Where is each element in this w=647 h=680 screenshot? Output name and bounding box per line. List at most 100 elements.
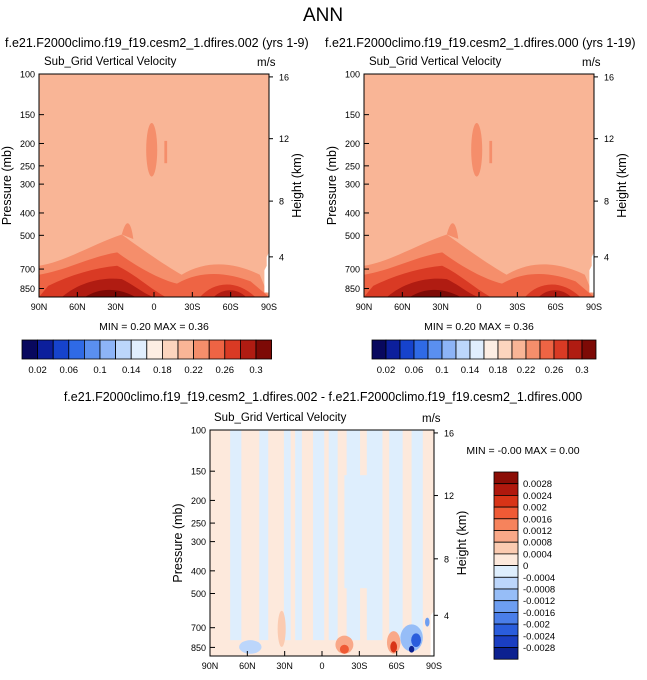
ytick-label: 100 xyxy=(191,426,206,436)
colorbar-left: 0.02 0.06 0.1 0.14 0.18 0.22 0.26 0.3 xyxy=(21,339,273,376)
xtick-label: 60N xyxy=(394,302,411,312)
colorbar-swatch xyxy=(493,553,519,567)
field-contour-3 xyxy=(62,278,154,297)
ytick-label: 150 xyxy=(345,110,360,120)
y2-axis-label: Height (km) xyxy=(615,153,629,218)
colorbar-swatch xyxy=(567,339,583,360)
colorbar-label: 0.14 xyxy=(122,365,141,376)
colorbar-label: 0 xyxy=(523,561,528,572)
ytick-label: 850 xyxy=(191,643,206,653)
field-neg-4 xyxy=(408,645,415,653)
colorbar-label: 0.22 xyxy=(517,365,536,376)
field-plume-low xyxy=(446,223,459,240)
min-max-stats: MIN = 0.20 MAX = 0.36 xyxy=(99,321,209,333)
xtick-label: 0 xyxy=(476,302,481,312)
field-streak-9 xyxy=(411,430,423,641)
ytick-label: 400 xyxy=(191,566,206,576)
xtick-label: 60S xyxy=(389,661,405,671)
ytick-label: 200 xyxy=(191,496,206,506)
colorbar-label: -0.0028 xyxy=(523,643,555,654)
colorbar-swatch xyxy=(130,339,148,360)
colorbar-swatch xyxy=(177,339,195,360)
colorbar-label: 0.0028 xyxy=(523,479,552,490)
colorbar-label: 0.0008 xyxy=(523,538,552,549)
ytick-label: 700 xyxy=(20,265,35,275)
colorbar-difference: 0.00280.00240.0020.00160.00120.00080.000… xyxy=(493,471,555,660)
colorbar-swatch xyxy=(493,518,519,531)
xtick-label: 30S xyxy=(184,302,200,312)
xtick-label: 90N xyxy=(356,302,373,312)
field-pos-3 xyxy=(339,644,349,654)
colorbar-label: 0.3 xyxy=(575,365,588,376)
colorbar-swatch xyxy=(224,339,241,360)
panel-title: f.e21.F2000climo.f19_f19.cesm2_1.dfires.… xyxy=(325,36,636,50)
xtick-label: 90S xyxy=(586,302,602,312)
colorbar-label: 0.002 xyxy=(523,503,547,514)
panel-subtitle: Sub_Grid Vertical Velocity xyxy=(214,412,347,424)
field-contour-6 xyxy=(213,290,246,297)
colorbar-swatch xyxy=(493,506,519,520)
ytick-label: 500 xyxy=(20,231,35,241)
y2tick-label: 8 xyxy=(444,554,449,564)
panel-subtitle: Sub_Grid Vertical Velocity xyxy=(44,56,177,68)
colorbar-label: 0.0024 xyxy=(523,491,552,502)
colorbar-label: 0.26 xyxy=(545,365,564,376)
colorbar-swatch xyxy=(493,588,519,602)
y2tick-label: 16 xyxy=(279,72,289,82)
colorbar-swatch xyxy=(493,647,519,660)
colorbar-swatch xyxy=(525,339,541,360)
colorbar-swatch xyxy=(208,339,226,360)
xtick-label: 90N xyxy=(202,661,219,671)
ytick-label: 700 xyxy=(345,265,360,275)
field-plume-thin xyxy=(164,140,168,164)
colorbar-swatch xyxy=(52,339,70,360)
units-label: m/s xyxy=(422,413,441,425)
ytick-label: 250 xyxy=(345,161,360,171)
colorbar-swatch xyxy=(427,339,443,360)
xtick-label: 0 xyxy=(319,661,324,671)
y2tick-label: 4 xyxy=(604,252,609,262)
y2-axis-label: Height (km) xyxy=(290,153,304,218)
colorbar-swatch xyxy=(469,339,485,360)
ytick-label: 300 xyxy=(191,537,206,547)
colorbar-swatch xyxy=(539,339,555,360)
ytick-label: 250 xyxy=(191,519,206,529)
xtick-label: 90S xyxy=(426,661,442,671)
colorbar-absolute: 0.02 0.06 0.1 0.14 0.18 0.22 0.26 0.3 0.02 0.06 0.… xyxy=(21,339,597,376)
colorbar-label: 0.14 xyxy=(461,365,480,376)
xtick-label: 30S xyxy=(351,661,367,671)
min-max-stats: MIN = 0.20 MAX = 0.36 xyxy=(424,321,534,333)
xtick-label: 60S xyxy=(223,302,239,312)
units-label: m/s xyxy=(582,57,601,69)
ytick-label: 200 xyxy=(345,139,360,149)
colorbar-swatch xyxy=(581,339,597,360)
colorbar-label: -0.0024 xyxy=(523,631,555,642)
panel-dfires-002: f.e21.F2000climo.f19_f19.cesm2_1.dfires.… xyxy=(0,36,309,333)
colorbar-swatch xyxy=(493,576,519,590)
y-axis-label: Pressure (mb) xyxy=(0,146,14,225)
field-streak-3 xyxy=(295,430,302,641)
colorbar-swatch xyxy=(493,565,519,578)
ytick-label: 100 xyxy=(20,70,35,80)
colorbar-swatch xyxy=(255,339,273,360)
y2-axis-label: Height (km) xyxy=(455,511,469,576)
y2tick-label: 8 xyxy=(279,197,284,207)
y2tick-label: 4 xyxy=(279,252,284,262)
colorbar-swatch xyxy=(146,339,163,360)
ytick-label: 250 xyxy=(20,161,35,171)
xtick-label: 30N xyxy=(432,302,449,312)
colorbar-label: 0.26 xyxy=(216,365,235,376)
xtick-label: 60S xyxy=(548,302,564,312)
xtick-label: 90N xyxy=(31,302,48,312)
ytick-label: 700 xyxy=(191,623,206,633)
field-pos-5 xyxy=(390,641,398,653)
ytick-label: 200 xyxy=(20,139,35,149)
colorbar-label: 0.02 xyxy=(28,365,47,376)
page-title: ANN xyxy=(303,5,343,26)
field-contour-3 xyxy=(387,278,479,297)
field-neg-1 xyxy=(239,640,262,654)
colorbar-swatch xyxy=(493,612,519,625)
colorbar-swatch xyxy=(161,339,179,360)
field-contour-6 xyxy=(538,290,571,297)
colorbar-swatch xyxy=(37,339,54,360)
